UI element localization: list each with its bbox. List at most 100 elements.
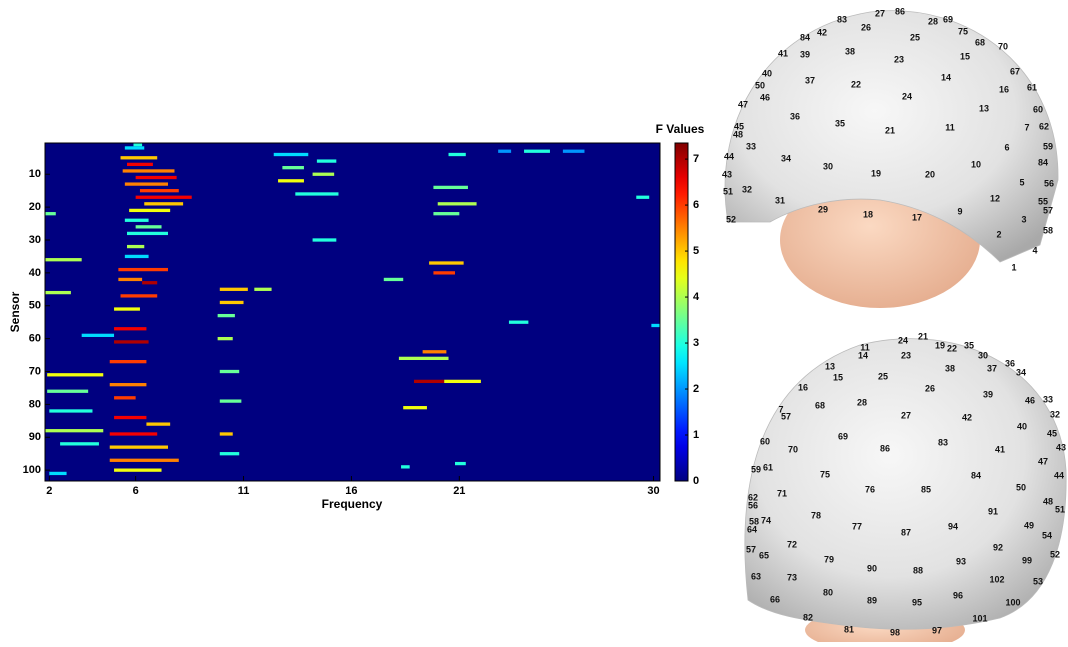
sensor-label: 28 [857, 397, 867, 407]
heat-cell [49, 472, 66, 475]
sensor-label: 19 [935, 340, 945, 350]
colorbar-tick-label: 3 [693, 337, 699, 349]
sensor-label: 101 [972, 613, 987, 623]
sensor-label: 10 [971, 159, 981, 169]
sensor-label: 25 [910, 32, 920, 42]
sensor-label: 16 [999, 84, 1009, 94]
sensor-label: 56 [1044, 178, 1054, 188]
y-tick-label: 40 [29, 267, 41, 279]
heat-cell [636, 196, 649, 199]
sensor-label: 57 [781, 411, 791, 421]
colorbar-tick-label: 2 [693, 383, 699, 395]
x-tick-label: 16 [345, 485, 357, 497]
heat-cell [45, 258, 82, 261]
heat-cell [295, 192, 338, 195]
sensor-label: 43 [1056, 442, 1066, 452]
heat-cell [140, 189, 179, 192]
colorbar-tick-label: 6 [693, 199, 699, 211]
colorbar-tick-label: 4 [693, 291, 700, 303]
x-axis-title: Frequency [322, 497, 383, 511]
sensor-label: 15 [960, 51, 970, 61]
heat-cell [414, 380, 444, 383]
sensor-label: 61 [763, 462, 773, 472]
sensor-label: 84 [800, 32, 810, 42]
sensor-label: 27 [875, 8, 885, 18]
sensor-label: 25 [878, 371, 888, 381]
sensor-label: 41 [778, 48, 788, 58]
sensor-label: 52 [726, 214, 736, 224]
x-tick-label: 6 [133, 485, 139, 497]
heat-cell [403, 406, 427, 409]
sensor-label: 13 [979, 103, 989, 113]
colorbar-tick-label: 5 [693, 245, 699, 257]
sensor-label: 26 [925, 383, 935, 393]
sensor-label: 31 [775, 195, 785, 205]
sensor-label: 52 [1050, 549, 1060, 559]
sensor-label: 22 [947, 343, 957, 353]
sensor-label: 98 [890, 627, 900, 637]
x-tick-label: 2 [46, 485, 52, 497]
heat-cell [45, 291, 71, 294]
sensor-label: 84 [971, 470, 981, 480]
sensor-label: 56 [748, 500, 758, 510]
sensor-label: 57 [746, 544, 756, 554]
sensor-label: 27 [901, 410, 911, 420]
sensor-label: 70 [998, 41, 1008, 51]
sensor-label: 70 [788, 444, 798, 454]
sensor-label: 26 [861, 22, 871, 32]
sensor-label: 100 [1005, 597, 1020, 607]
y-tick-label: 80 [29, 398, 41, 410]
heat-cell [509, 321, 528, 324]
heat-cell [123, 169, 175, 172]
sensor-label: 47 [738, 99, 748, 109]
sensor-label: 32 [742, 184, 752, 194]
heat-cell [274, 153, 309, 156]
heat-cell [220, 432, 233, 435]
sensor-label: 69 [943, 14, 953, 24]
sensor-label: 24 [898, 335, 908, 345]
sensor-label: 48 [1043, 496, 1053, 506]
heat-cell [110, 360, 147, 363]
colorbar [675, 143, 688, 481]
sensor-label: 60 [760, 436, 770, 446]
heat-cell [433, 186, 468, 189]
sensor-label: 35 [964, 340, 974, 350]
heat-cell [125, 219, 149, 222]
sensor-label: 48 [733, 129, 743, 139]
sensor-label: 86 [880, 443, 890, 453]
heat-cell [110, 445, 168, 448]
heat-cell [651, 324, 660, 327]
sensor-label: 33 [746, 141, 756, 151]
x-tick-label: 30 [647, 485, 659, 497]
heat-cell [563, 150, 585, 153]
sensor-label: 38 [845, 46, 855, 56]
heat-cell [218, 314, 235, 317]
heat-cell [142, 281, 157, 284]
sensor-label: 23 [894, 54, 904, 64]
heat-cell [110, 459, 179, 462]
sensor-label: 40 [1017, 421, 1027, 431]
sensor-label: 14 [858, 350, 868, 360]
sensor-label: 47 [1038, 456, 1048, 466]
sensor-label: 83 [938, 437, 948, 447]
sensor-label: 69 [838, 431, 848, 441]
sensor-label: 65 [759, 550, 769, 560]
sensor-label: 14 [941, 72, 951, 82]
sensor-label: 67 [1010, 66, 1020, 76]
heat-cell [114, 307, 140, 310]
heat-cell [384, 278, 403, 281]
heat-cell [401, 465, 410, 468]
heat-cell [47, 390, 88, 393]
heat-cell [144, 202, 183, 205]
top-head-view [725, 11, 1058, 308]
sensor-label: 32 [1050, 409, 1060, 419]
sensor-label: 51 [1055, 504, 1065, 514]
sensor-label: 57 [1043, 205, 1053, 215]
sensor-label: 85 [921, 484, 931, 494]
sensor-label: 96 [953, 590, 963, 600]
heat-cell [218, 337, 233, 340]
heat-cell [121, 156, 158, 159]
heat-cell [429, 261, 464, 264]
sensor-label: 95 [912, 597, 922, 607]
